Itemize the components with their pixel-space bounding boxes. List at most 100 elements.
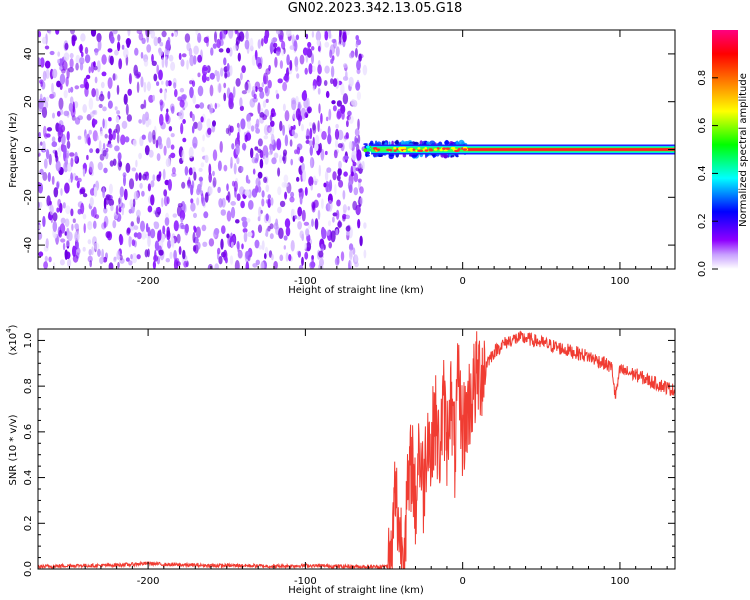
- spectrogram-noise-cell: [65, 76, 69, 87]
- spectrogram-x-tick-label: -100: [294, 276, 317, 287]
- spectrogram-noise-cell: [229, 65, 233, 76]
- spectrogram-noise-cell: [245, 250, 251, 260]
- spectrogram-noise-cell: [341, 110, 345, 120]
- spectrogram-noise-cell: [359, 197, 364, 205]
- spectrogram-noise-region: [38, 30, 368, 269]
- spectrogram-signal-cell: [444, 139, 449, 146]
- spectrogram-noise-cell: [321, 130, 327, 140]
- spectrogram-noise-cell: [218, 48, 224, 53]
- spectrogram-noise-cell: [168, 126, 173, 132]
- spectrogram-noise-cell: [279, 120, 283, 132]
- spectrogram-noise-cell: [271, 157, 277, 165]
- spectrogram-noise-cell: [283, 174, 289, 183]
- spectrogram-noise-cell: [158, 249, 164, 256]
- spectrogram-noise-cell: [51, 141, 58, 148]
- spectrogram-noise-cell: [72, 101, 75, 113]
- spectrogram-noise-cell: [93, 109, 98, 116]
- spectrogram-noise-cell: [337, 143, 343, 149]
- spectrogram-noise-cell: [362, 64, 368, 76]
- spectrogram-noise-cell: [200, 162, 205, 168]
- spectrogram-x-tick-label: 100: [610, 276, 629, 287]
- spectrogram-noise-cell: [258, 206, 262, 218]
- spectrogram-noise-cell: [296, 73, 300, 79]
- spectrogram-noise-cell: [338, 32, 342, 45]
- spectrogram-y-label: Frequency (Hz): [8, 112, 19, 188]
- spectrogram-noise-cell: [295, 108, 301, 121]
- spectrogram-noise-cell: [226, 62, 230, 72]
- chart-title: GN02.2023.342.13.05.G18: [287, 1, 463, 16]
- spectrogram-noise-cell: [56, 181, 59, 190]
- spectrogram-noise-cell: [347, 110, 352, 117]
- spectrogram-signal-cell: [403, 149, 407, 152]
- spectrogram-noise-cell: [53, 233, 57, 239]
- spectrogram-noise-cell: [52, 68, 58, 79]
- spectrogram-noise-cell: [214, 263, 219, 269]
- spectrogram-noise-cell: [82, 213, 87, 220]
- spectrogram-noise-cell: [147, 131, 153, 143]
- spectrogram-noise-cell: [360, 161, 365, 170]
- spectrogram-noise-cell: [58, 229, 63, 238]
- spectrogram-noise-cell: [201, 224, 207, 232]
- spectrogram-noise-cell: [208, 238, 215, 247]
- spectrogram-noise-cell: [103, 197, 107, 210]
- spectrogram-noise-cell: [98, 103, 103, 109]
- spectrogram-noise-cell: [153, 221, 160, 230]
- spectrogram-noise-cell: [336, 108, 342, 119]
- snr-y-tick-label: 0.6: [23, 424, 34, 440]
- spectrogram-signal-cell: [462, 148, 468, 151]
- spectrogram-noise-cell: [326, 183, 332, 193]
- spectrogram-noise-cell: [295, 65, 299, 72]
- spectrogram-noise-cell: [261, 240, 265, 251]
- spectrogram-noise-cell: [103, 167, 108, 174]
- spectrogram-noise-cell: [311, 31, 315, 38]
- spectrogram-noise-cell: [179, 99, 185, 108]
- spectrogram-noise-cell: [290, 158, 294, 166]
- snr-x-tick-label: 100: [610, 576, 629, 587]
- spectrogram-noise-cell: [117, 152, 122, 161]
- spectrogram-noise-cell: [289, 59, 293, 71]
- spectrogram-noise-cell: [119, 234, 124, 246]
- spectrogram-noise-cell: [318, 164, 321, 177]
- spectrogram-noise-cell: [263, 176, 268, 183]
- spectrogram-noise-cell: [301, 90, 308, 102]
- spectrogram-noise-cell: [161, 57, 165, 68]
- spectrogram-noise-cell: [95, 88, 99, 98]
- spectrogram-noise-cell: [134, 47, 139, 56]
- spectrogram-noise-cell: [265, 213, 269, 222]
- spectrogram-noise-cell: [44, 60, 51, 69]
- spectrogram-noise-cell: [102, 149, 107, 157]
- spectrogram-noise-cell: [45, 133, 51, 138]
- spectrogram-noise-cell: [334, 128, 340, 140]
- spectrogram-noise-cell: [291, 99, 297, 111]
- spectrogram-noise-cell: [159, 88, 163, 94]
- spectrogram-noise-cell: [328, 108, 332, 121]
- spectrogram-noise-cell: [246, 120, 252, 130]
- spectrogram-noise-cell: [153, 73, 158, 82]
- spectrogram-noise-cell: [96, 135, 100, 141]
- spectrogram-noise-cell: [284, 73, 290, 83]
- spectrogram-noise-cell: [66, 150, 70, 159]
- spectrogram-noise-cell: [97, 161, 103, 171]
- spectrogram-noise-cell: [53, 187, 59, 198]
- spectrogram-noise-cell: [38, 131, 41, 138]
- spectrogram-noise-cell: [42, 36, 47, 45]
- spectrogram-noise-cell: [131, 239, 136, 247]
- spectrogram-noise-cell: [279, 200, 286, 208]
- spectrogram-noise-cell: [129, 199, 134, 208]
- spectrogram-noise-cell: [107, 77, 113, 89]
- spectrogram-noise-cell: [163, 195, 169, 207]
- spectrogram-noise-cell: [355, 35, 360, 41]
- spectrogram-noise-cell: [328, 241, 333, 249]
- spectrogram-noise-cell: [117, 159, 122, 171]
- spectrogram-noise-cell: [326, 229, 331, 236]
- spectrogram-noise-cell: [69, 52, 74, 59]
- spectrogram-noise-cell: [174, 31, 178, 38]
- spectrogram-noise-cell: [163, 90, 167, 101]
- spectrogram-noise-cell: [234, 260, 240, 269]
- spectrogram-noise-cell: [271, 112, 274, 118]
- snr-x-tick-label: -100: [294, 576, 317, 587]
- spectrogram-noise-cell: [136, 232, 142, 240]
- spectrogram-noise-cell: [143, 59, 149, 67]
- spectrogram-noise-cell: [310, 184, 313, 191]
- spectrogram-noise-cell: [102, 187, 105, 199]
